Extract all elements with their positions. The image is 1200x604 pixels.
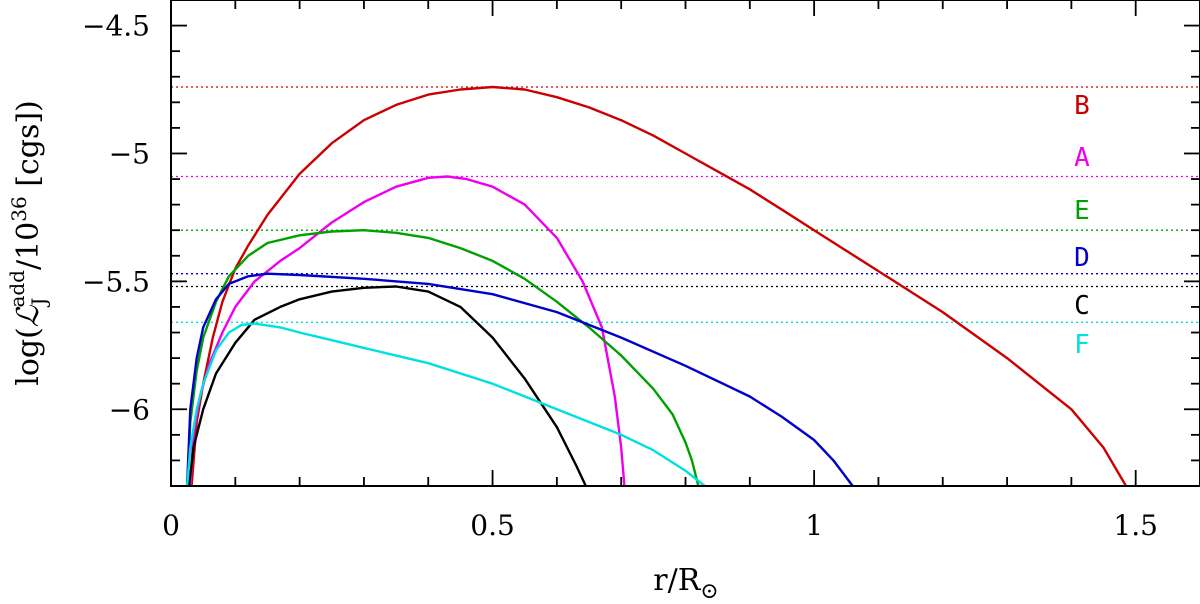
series-label-a: A — [1074, 143, 1090, 173]
series-line-a — [189, 175, 626, 486]
y-tick-label: −4.5 — [82, 10, 150, 43]
series-line-c — [187, 285, 587, 486]
y-axis-title-sub: J — [27, 298, 51, 308]
y-axis-title: log(ℒJadd/1036 [cgs]) — [5, 100, 51, 386]
x-tick-label: 0.5 — [470, 509, 515, 542]
x-tick-label: 1 — [805, 509, 823, 542]
series-label-c: C — [1074, 291, 1090, 321]
y-tick-label: −5.5 — [82, 265, 150, 298]
y-tick-label: −6 — [109, 393, 150, 426]
x-tick-label: 1.5 — [1113, 509, 1158, 542]
y-tick-label: −5 — [109, 137, 150, 170]
series-curves — [185, 85, 1128, 486]
x-axis-title-main: r/R — [653, 563, 701, 598]
series-label-f: F — [1074, 330, 1090, 360]
x-axis-title-sub: ⊙ — [700, 579, 718, 604]
x-axis-title: r/R⊙ — [653, 563, 718, 604]
tick-labels: 0 0.5 1 1.5 −4.5 −5 −5.5 −6 — [82, 10, 1158, 542]
series-line-f — [185, 322, 706, 486]
series-line-d — [185, 272, 854, 486]
x-tick-label: 0 — [162, 509, 180, 542]
y-axis-title-prefix: log( — [11, 327, 46, 386]
series-label-e: E — [1074, 196, 1090, 226]
y-axis-title-sup: add — [5, 270, 29, 308]
series-label-d: D — [1074, 243, 1090, 273]
plot-frame — [170, 0, 1200, 487]
series-line-e — [185, 229, 700, 486]
y-axis-title-symbol: ℒ — [11, 304, 46, 327]
axis-ticks — [170, 0, 1200, 487]
reference-lines — [171, 86, 1200, 323]
y-axis-title-middle: /10 — [11, 222, 46, 270]
y-axis-title-suffix: [cgs]) — [11, 100, 46, 196]
series-line-b — [190, 85, 1128, 486]
y-axis-title-exp: 36 — [7, 196, 31, 221]
series-label-b: B — [1074, 91, 1090, 121]
